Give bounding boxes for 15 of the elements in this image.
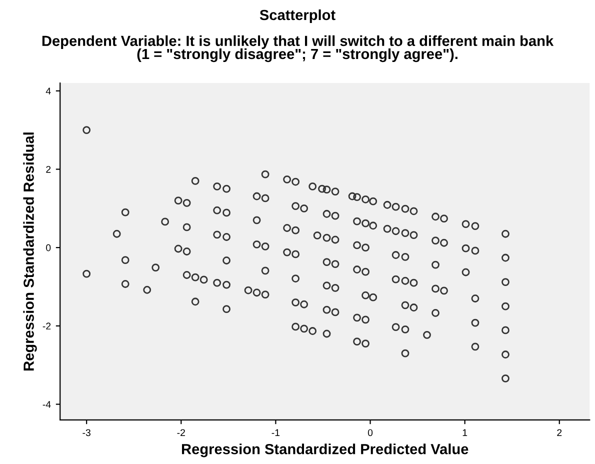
x-tick-label: 2 [557, 429, 562, 436]
y-tick-label: -4 [42, 401, 51, 408]
x-tick-label: -3 [82, 429, 90, 436]
x-tick-label: 0 [368, 429, 373, 436]
y-tick-label: 4 [46, 88, 51, 94]
y-tick-label: -2 [42, 322, 51, 330]
x-axis-title: Regression Standardized Predicted Value [182, 444, 468, 458]
x-tick-label: -2 [177, 429, 185, 436]
y-tick-label: 2 [46, 166, 51, 173]
y-axis-title: Regression Standardized Residual [23, 132, 37, 370]
y-tick-label: 0 [46, 244, 51, 252]
chart-title: Scatterplot [260, 9, 336, 24]
x-tick-label: 1 [462, 429, 468, 436]
x-tick-label: -1 [272, 429, 280, 436]
chart-subtitle: Dependent Variable: It is unlikely that I will switch to a different main bank (1 = "strongly disagree"; 7 = "strongly agree"). [42, 35, 554, 62]
